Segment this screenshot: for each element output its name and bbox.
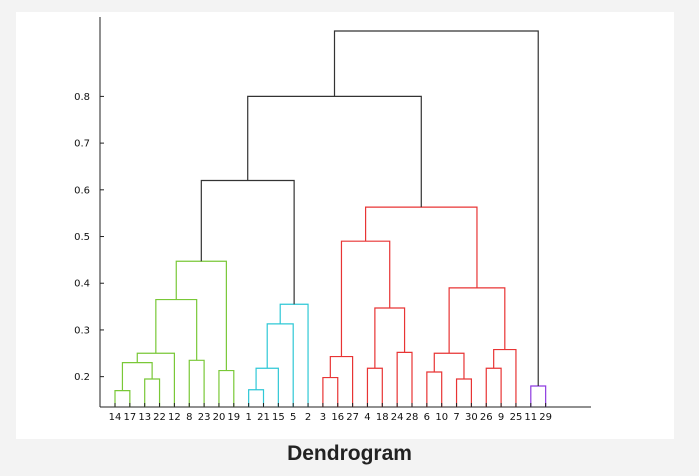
dendrogram-link-green [155,298,198,361]
dendrogram-link-red [433,352,465,379]
y-tick-label: 0.3 [74,325,90,336]
leaf-label: 7 [453,412,459,423]
dendrogram-link-red [366,367,383,407]
leaf-label: 12 [168,412,181,423]
dendrogram-link-purple [530,385,547,407]
leaf-label: 11 [524,412,537,423]
axes [99,17,591,408]
leaf-label: 10 [435,412,448,423]
leaf-label: 22 [153,412,166,423]
dendrogram-link-green [121,362,153,391]
leaf-label: 14 [109,412,122,423]
y-tick-label: 0.7 [74,139,90,150]
dendrogram-link-red [322,376,339,407]
leaf-label: 25 [510,412,523,423]
dendrogram-link-cyan [279,303,309,407]
dendrogram-links [114,30,547,407]
y-tick-label: 0.6 [74,185,90,196]
leaf-label: 4 [364,412,370,423]
leaf-label: 19 [227,412,240,423]
dendrogram-chart: 0.20.30.40.50.60.70.8 14 17 13 22 12 8 23 20 19 1… [74,17,591,423]
y-tick-label: 0.5 [74,232,90,243]
dendrogram-link-red [485,367,502,407]
dendrogram-link-red [493,348,517,407]
leaf-label: 15 [272,412,285,423]
dendrogram-link-red [340,240,391,357]
leaf-label: 24 [391,412,404,423]
dendrogram-link-cyan [248,389,265,407]
leaf-label: 29 [539,412,552,423]
dendrogram-link-green [114,390,131,407]
leaf-label: 28 [406,412,419,423]
leaf-label: 2 [305,412,311,423]
y-axis-ticks: 0.2 0.3 0.4 0.5 0.6 0.7 0.8 [74,92,104,383]
figure-caption: Dendrogram [287,442,412,465]
dendrogram-link-red [448,287,506,354]
y-tick-label: 0.4 [74,279,90,290]
dendrogram-figure: 0.2 0.3 0.4 0.5 0.6 0.7 0.8 14 17 13 22 12 8 23 20 19 1… [16,12,674,439]
dendrogram-link-red [396,351,413,407]
dendrogram-link-link [200,179,295,305]
leaf-label: 8 [186,412,192,423]
dendrogram-link-green [188,359,205,407]
dendrogram-link-green [218,369,235,407]
dendrogram-link-cyan [266,323,294,407]
dendrogram-link-red [426,371,443,407]
leaf-label: 27 [346,412,359,423]
dendrogram-link-green [136,352,175,407]
leaf-label: 23 [198,412,211,423]
leaf-label: 17 [123,412,136,423]
leaf-label: 1 [245,412,251,423]
dendrogram-link-link [333,30,539,386]
dendrogram-link-red [455,378,472,407]
leaf-label: 6 [424,412,430,423]
leaf-label: 5 [290,412,296,423]
dendrogram-link-link [247,95,422,208]
dendrogram-link-green [144,378,161,407]
leaf-label: 9 [498,412,504,423]
dendrogram-link-red [329,355,354,407]
leaf-label: 18 [376,412,389,423]
leaf-label: 26 [480,412,493,423]
y-tick-label: 0.8 [74,92,90,103]
dendrogram-link-red [364,206,478,288]
leaf-label: 13 [138,412,151,423]
leaf-label: 21 [257,412,270,423]
dendrogram-link-green [175,260,227,371]
dendrogram-link-cyan [255,367,279,407]
y-tick-label: 0.2 [74,372,90,383]
leaf-labels: 14 17 13 22 12 8 23 20 19 1 21 15 5 2 3 16 27 4 18 24 28 6 10 7… [109,403,552,423]
leaf-label: 3 [320,412,326,423]
leaf-label: 20 [213,412,226,423]
leaf-label: 30 [465,412,478,423]
dendrogram-link-red [374,307,406,369]
leaf-label: 16 [331,412,344,423]
